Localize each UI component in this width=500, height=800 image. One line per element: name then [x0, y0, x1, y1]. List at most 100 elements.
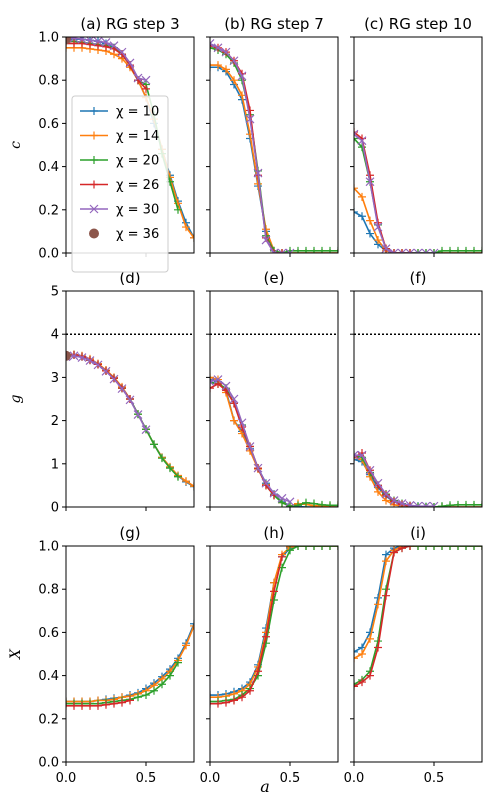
data-point: [374, 643, 382, 652]
data-point: [222, 698, 230, 707]
axes-frame: [353, 545, 483, 763]
data-point: [85, 356, 95, 365]
y-axis-label: c: [8, 141, 24, 149]
data-point: [438, 502, 446, 507]
series-line: [66, 354, 194, 488]
data-point: [174, 472, 182, 481]
data-point: [70, 39, 78, 48]
y-tick-label: 0.0: [38, 756, 59, 771]
data-point: [210, 691, 214, 700]
data-point: [221, 381, 231, 391]
data-point: [462, 246, 470, 253]
data-point: [222, 65, 230, 74]
panel-title: (e): [264, 269, 285, 287]
axes-frame: [65, 545, 195, 763]
data-point: [405, 500, 415, 507]
data-point: [422, 503, 430, 507]
y-tick-label: 5: [51, 285, 59, 300]
panel-title: (d): [119, 269, 140, 287]
series-group: [354, 546, 482, 691]
data-point: [141, 75, 151, 85]
data-point: [381, 489, 391, 499]
legend-marker: [90, 131, 98, 140]
data-point: [94, 701, 102, 710]
data-point: [354, 654, 358, 663]
data-point: [277, 248, 287, 253]
data-point: [334, 246, 338, 253]
data-point: [213, 43, 223, 53]
data-point: [354, 129, 359, 139]
x-tick-label: 0.0: [344, 771, 365, 786]
y-tick-label: 0.2: [38, 712, 59, 727]
data-point: [142, 691, 150, 700]
data-point: [454, 246, 462, 253]
data-point: [318, 546, 326, 550]
data-point: [86, 701, 94, 710]
data-point: [354, 647, 358, 656]
data-point: [302, 546, 310, 550]
axes-frame: [65, 290, 195, 508]
data-point: [318, 500, 326, 507]
legend-label: χ = 36: [116, 227, 159, 242]
data-point: [253, 463, 263, 473]
data-point: [422, 249, 430, 253]
data-point: [270, 596, 278, 604]
axes-frame: [209, 290, 339, 508]
data-point: [462, 500, 470, 507]
data-point: [358, 212, 366, 221]
axes-frame: [353, 290, 483, 508]
data-point: [390, 548, 398, 557]
data-point: [406, 546, 414, 550]
data-point: [269, 248, 279, 253]
legend-label: χ = 10: [116, 105, 159, 120]
data-point: [294, 546, 302, 550]
data-point: [438, 246, 446, 253]
data-point: [69, 37, 79, 43]
legend-entry: χ = 10: [80, 105, 159, 120]
data-point: [454, 500, 462, 507]
data-point: [382, 591, 390, 600]
data-point: [397, 248, 407, 253]
x-tick-label: 0.5: [424, 771, 445, 786]
data-point: [229, 56, 239, 66]
data-point: [78, 39, 86, 48]
series-line: [210, 66, 338, 253]
panel-title: (a) RG step 3: [80, 15, 179, 33]
legend-entry: χ = 20: [80, 154, 159, 169]
data-point: [278, 249, 286, 253]
series-line: [354, 546, 482, 653]
data-point: [413, 248, 423, 253]
data-point: [310, 499, 318, 507]
data-point: [373, 222, 383, 232]
series-line: [210, 47, 338, 253]
data-point: [125, 58, 135, 68]
legend-label: χ = 30: [116, 203, 159, 218]
series-group: [66, 350, 194, 491]
panel-title: (b) RG step 7: [224, 15, 324, 33]
data-point: [358, 650, 366, 658]
data-point: [286, 502, 294, 507]
data-point: [166, 671, 174, 680]
data-point: [381, 244, 391, 253]
data-point: [446, 501, 454, 507]
data-point: [365, 465, 375, 475]
data-point: [421, 501, 431, 507]
data-point: [430, 249, 438, 253]
data-point: [66, 43, 70, 52]
axes-frame: [353, 36, 483, 254]
data-point: [101, 366, 111, 376]
data-point: [446, 246, 454, 253]
data-point: [294, 501, 302, 507]
panel-title: (g): [119, 524, 140, 542]
data-point: [326, 246, 334, 253]
data-point: [210, 377, 215, 387]
series-line: [210, 378, 291, 503]
data-point: [462, 546, 470, 550]
data-point: [373, 478, 383, 488]
data-point: [262, 632, 270, 641]
data-point: [102, 700, 110, 709]
data-point: [374, 236, 382, 245]
data-point: [430, 546, 438, 550]
data-point: [366, 229, 374, 238]
